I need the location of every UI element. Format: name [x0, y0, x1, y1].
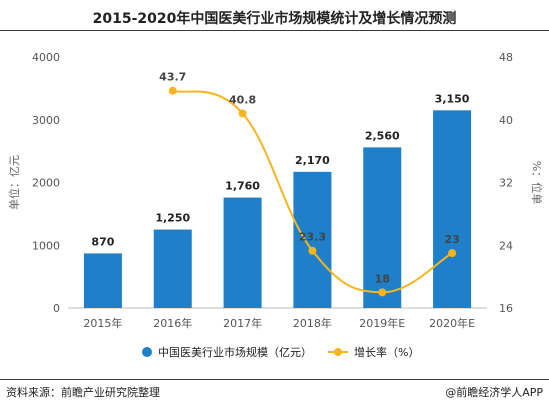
- x-tick-label: 2019年E: [359, 316, 405, 330]
- growth-line: [172, 89, 453, 294]
- y2-tick-label: 40: [499, 114, 513, 127]
- x-tick-label: 2015年: [83, 316, 122, 330]
- x-tick-label: 2016年: [153, 316, 192, 330]
- bar-series: 870 1,250 1,760 2,170 2,560 3,150: [83, 92, 472, 309]
- y2-tick-label: 16: [499, 302, 513, 315]
- bar: [83, 253, 122, 308]
- line-point: [238, 109, 247, 118]
- y2-axis-label: %：位单: [530, 161, 544, 204]
- line-point: [168, 86, 177, 95]
- chart-axes: 2015年 2016年 2017年 2018年 2019年E 2020年E 0 1000 200…: [7, 51, 544, 330]
- y-tick-label: 2000: [32, 177, 60, 190]
- legend-bar-marker: [142, 347, 152, 357]
- y-tick-label: 0: [53, 302, 60, 315]
- legend-line-dot: [334, 348, 342, 356]
- y2-tick-label: 48: [499, 51, 513, 64]
- bar-value-label: 3,150: [435, 92, 470, 105]
- line-value-label: 43.7: [159, 71, 186, 84]
- bar: [293, 171, 332, 308]
- line-point: [308, 246, 317, 255]
- chart-title: 2015-2020年中国医美行业市场规模统计及增长情况预测: [92, 11, 457, 27]
- line-point: [378, 288, 387, 297]
- bar-value-label: 2,560: [365, 129, 400, 142]
- y-tick-label: 4000: [32, 51, 60, 64]
- line-value-label: 23.3: [299, 231, 326, 244]
- x-tick-label: 2017年: [223, 316, 262, 330]
- bar-value-label: 1,760: [225, 180, 260, 193]
- line-value-label: 40.8: [229, 93, 256, 106]
- x-tick-label: 2018年: [293, 316, 332, 330]
- source-note: 资料来源：前瞻产业研究院整理: [6, 386, 160, 399]
- bar: [153, 229, 192, 308]
- legend-bar-label: 中国医美行业市场规模（亿元）: [158, 345, 312, 359]
- footer-divider: [0, 379, 549, 380]
- bar: [223, 197, 262, 308]
- brand-note: @前瞻经济学人APP: [445, 386, 543, 399]
- y-tick-label: 1000: [32, 239, 60, 252]
- line-series: 43.7 40.8 23.3 18 23: [159, 71, 460, 297]
- bar: [363, 147, 402, 308]
- legend-line-label: 增长率（%）: [354, 345, 419, 359]
- line-value-label: 23: [444, 233, 459, 246]
- y-tick-label: 3000: [32, 114, 60, 127]
- y-axis-label: 单位：亿元: [7, 155, 21, 210]
- x-tick-label: 2020年E: [429, 316, 475, 330]
- bar-value-label: 1,250: [155, 212, 190, 225]
- bar-value-label: 2,170: [295, 154, 330, 167]
- bar: [433, 110, 472, 309]
- title-divider: [0, 30, 549, 31]
- y2-tick-label: 24: [499, 239, 513, 252]
- y2-tick-label: 32: [499, 177, 513, 190]
- line-value-label: 18: [375, 272, 390, 285]
- line-point: [448, 249, 457, 258]
- bar-value-label: 870: [91, 235, 114, 248]
- chart-legend: 中国医美行业市场规模（亿元） 增长率（%）: [142, 345, 419, 359]
